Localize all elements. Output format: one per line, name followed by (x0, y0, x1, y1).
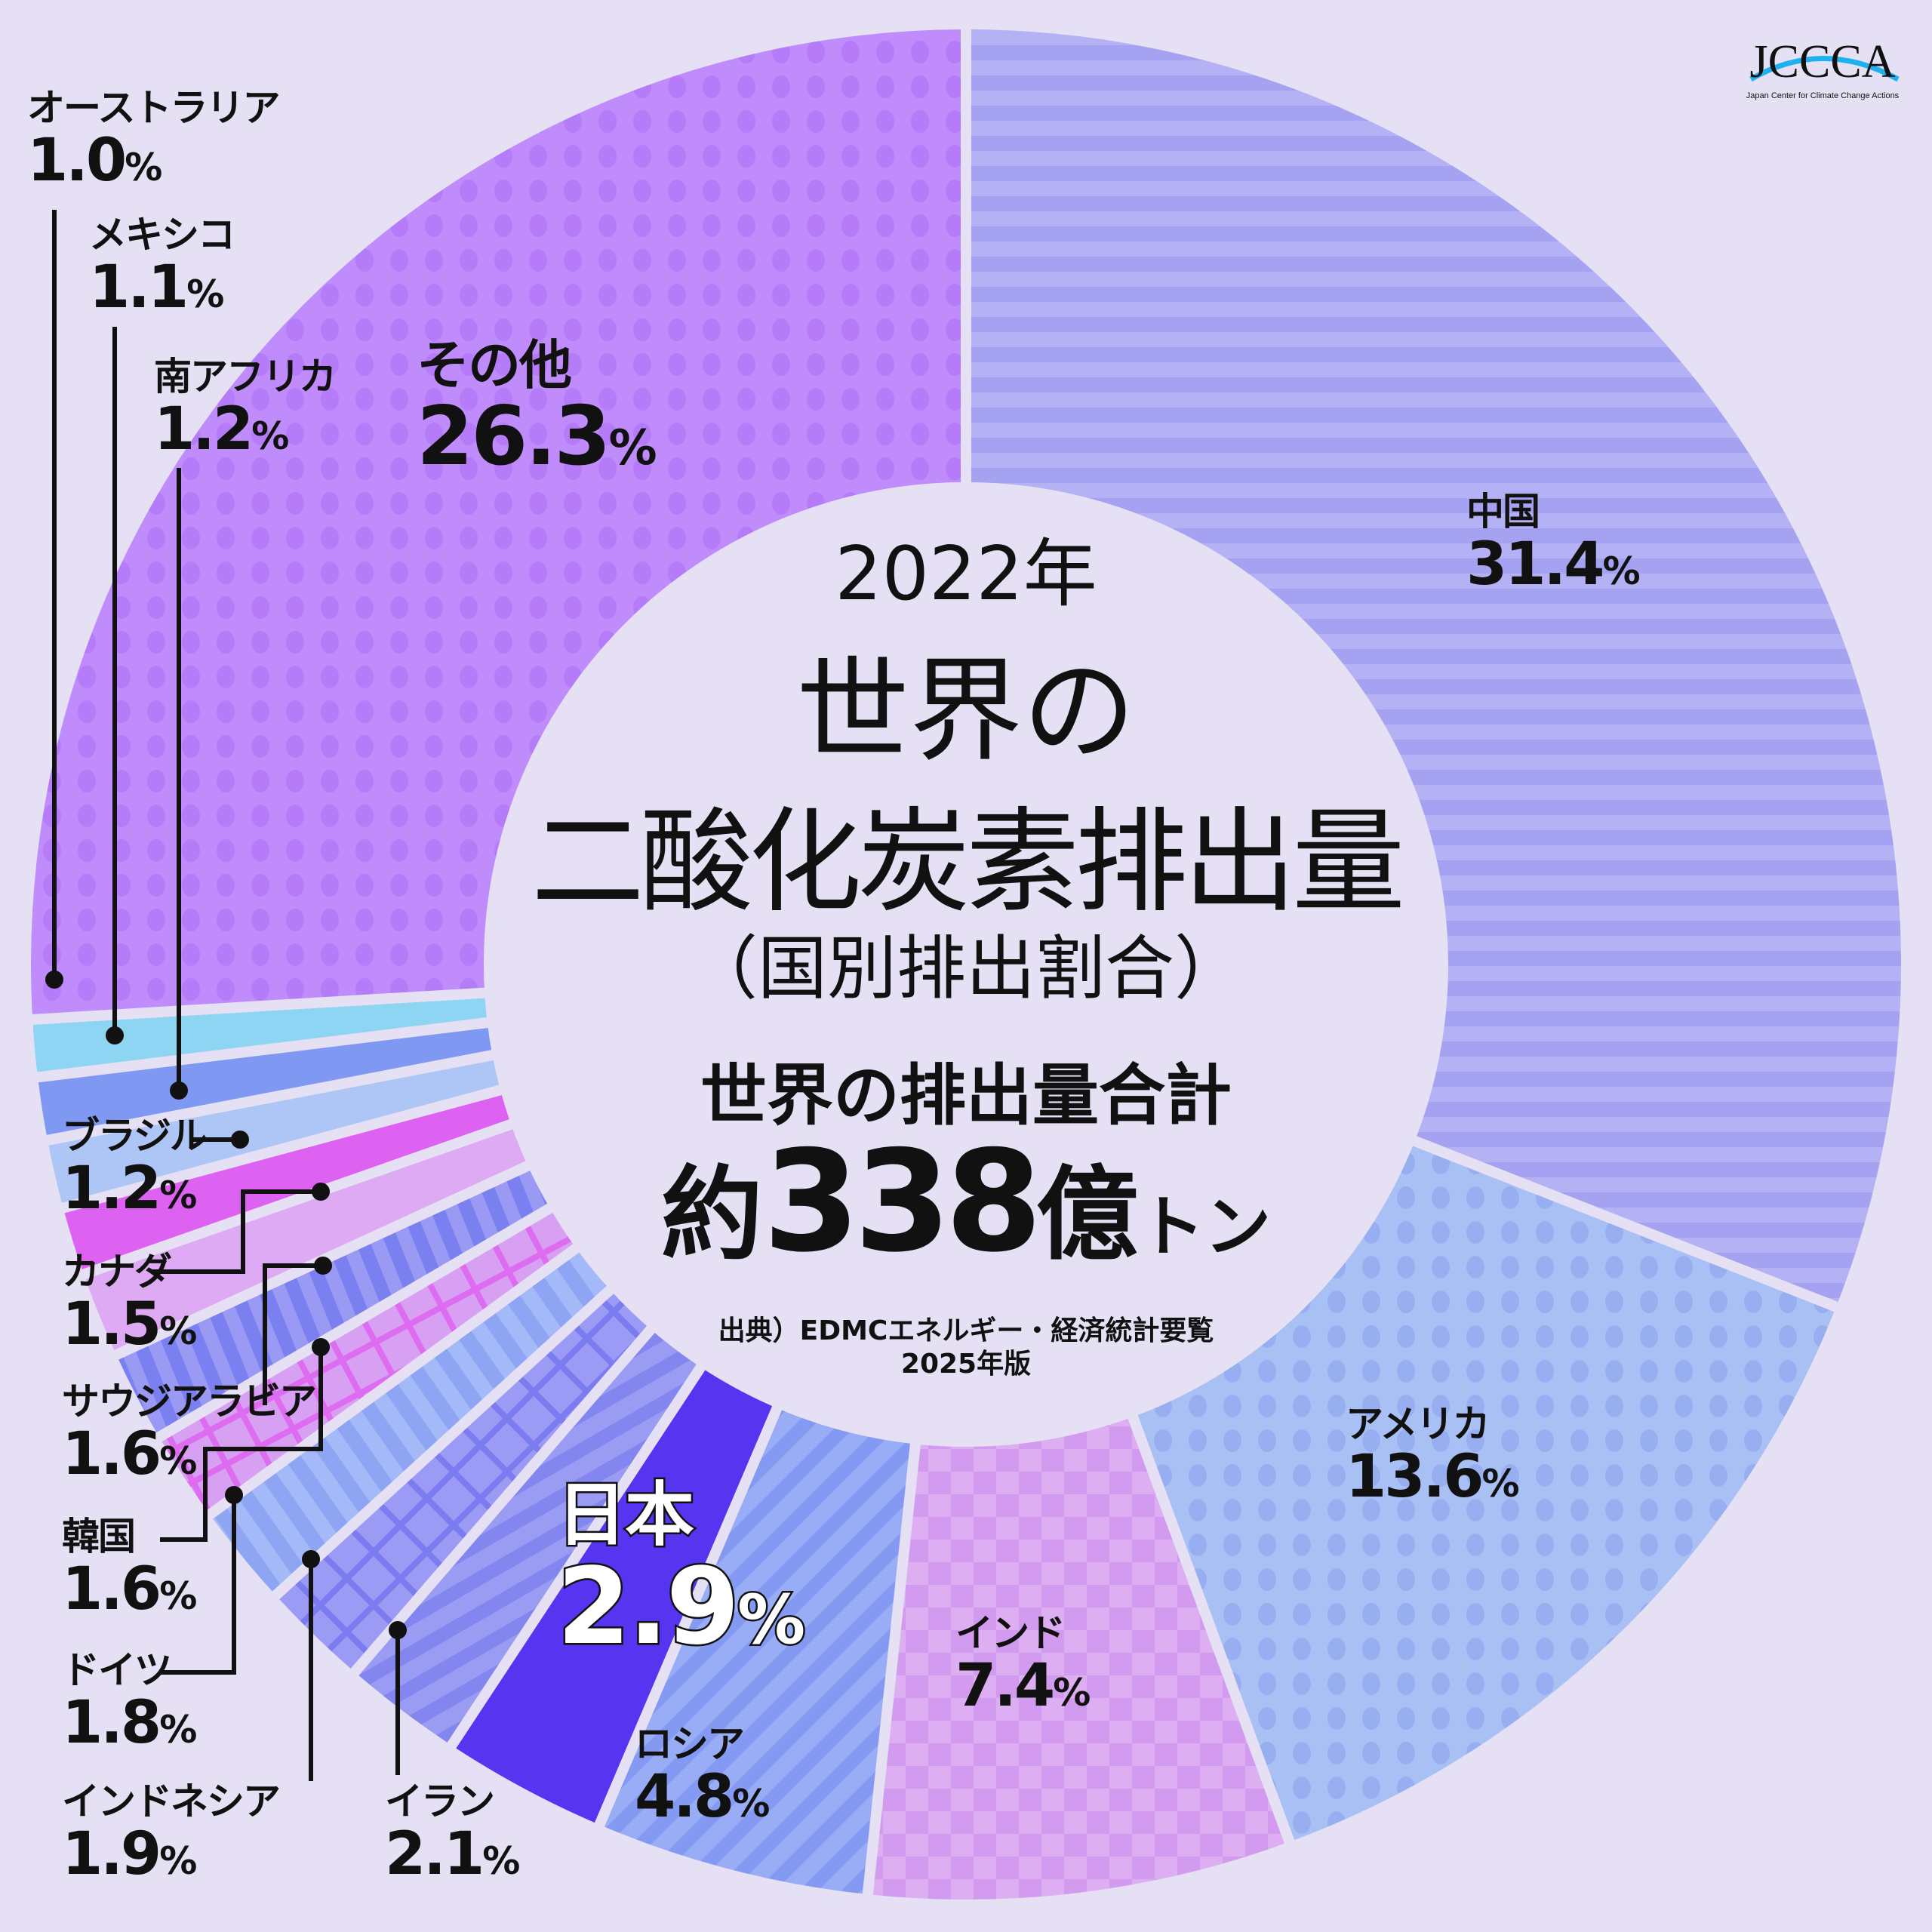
jccca-logo: JCCCA Japan Center for Climate Change Ac… (1736, 23, 1909, 106)
label-indonesia: インドネシア 1.9% (62, 1780, 281, 1888)
label-mexico: メキシコ 1.1% (89, 213, 235, 321)
leader-dot-brazil (231, 1131, 249, 1149)
label-name: その他 (417, 334, 572, 396)
leader-lines (45, 210, 407, 1781)
label-australia: オーストラリア 1.0% (27, 86, 280, 195)
chart-title-line2: 二酸化炭素排出量 (531, 797, 1405, 928)
label-value: 1.2% (154, 395, 289, 463)
leader-dot-south-africa (170, 1081, 188, 1100)
label-value: 31.4% (1466, 531, 1641, 598)
label-name: メキシコ (89, 213, 235, 257)
slice-1 (961, 19, 1912, 1315)
leader-dot-saudi-arabia (314, 1257, 332, 1275)
leader-line-korea (160, 1347, 323, 1542)
svg-text:JCCCA: JCCCA (1750, 36, 1896, 88)
label-name: ロシア (635, 1722, 745, 1766)
label-iran: イラン 2.1% (385, 1780, 520, 1888)
leader-line-germany (160, 1495, 236, 1675)
chart-subtitle: （国別排出割合） (688, 928, 1244, 1009)
label-value: 1.0% (27, 127, 162, 195)
chart-title-line1: 世界の (795, 646, 1136, 777)
leader-dot-mexico (106, 1026, 124, 1044)
label-name: オーストラリア (27, 86, 280, 130)
label-value: 1.9% (62, 1820, 197, 1888)
svg-text:Japan Center for Climate Chang: Japan Center for Climate Change Actions (1746, 91, 1900, 100)
leader-line-saudi-arabia (263, 1263, 323, 1405)
total-unit-kana: トン (1138, 1188, 1272, 1266)
label-japan: 日本 2.9% (555, 1475, 807, 1669)
source-line1: 出典）EDMCエネルギー・経済統計要覧 (718, 1315, 1214, 1346)
label-name: カナダ (62, 1250, 172, 1294)
label-value: 1.6% (62, 1420, 197, 1488)
label-value: 1.1% (89, 254, 224, 321)
slice-2 (1125, 1134, 1847, 1853)
total-value: 約338億トン (513, 1132, 1419, 1272)
source-line2: 2025年版 (900, 1349, 1032, 1380)
label-india: インド 7.4% (955, 1611, 1091, 1720)
label-value: 4.8% (635, 1763, 770, 1831)
label-name: インドネシア (62, 1780, 281, 1823)
label-name: サウジアラビア (62, 1380, 317, 1423)
label-name: アメリカ (1346, 1402, 1490, 1446)
label-brazil: ブラジル 1.2% (62, 1114, 208, 1223)
leader-dot-indonesia (302, 1550, 320, 1568)
label-value: 2.9% (555, 1546, 807, 1669)
label-name: ブラジル (62, 1114, 208, 1158)
chart-year: 2022年 (835, 531, 1097, 617)
slice-3 (861, 1406, 1297, 1910)
label-value: 1.5% (62, 1291, 197, 1358)
leader-dot-germany (225, 1486, 243, 1504)
label-usa: アメリカ 13.6% (1346, 1402, 1520, 1511)
label-value: 13.6% (1346, 1443, 1520, 1511)
label-value: 7.4% (955, 1652, 1091, 1720)
label-korea: 韓国 1.6% (62, 1515, 197, 1623)
label-value: 2.1% (385, 1820, 520, 1888)
label-russia: ロシア 4.8% (635, 1722, 770, 1831)
total-unit-kanji: 億 (1036, 1155, 1139, 1274)
leader-dot-iran (389, 1621, 407, 1639)
label-name: ドイツ (62, 1648, 172, 1692)
logo-arc-icon: JCCCA Japan Center for Climate Change Ac… (1746, 36, 1900, 100)
label-value: 1.6% (62, 1555, 197, 1623)
label-name: インド (955, 1611, 1066, 1655)
label-canada: カナダ 1.5% (62, 1250, 197, 1358)
total-prefix: 約 (660, 1155, 763, 1274)
label-value: 1.8% (62, 1689, 197, 1757)
leader-dot-canada (312, 1183, 330, 1201)
label-saudi-arabia: サウジアラビア 1.6% (62, 1380, 317, 1488)
label-name: イラン (385, 1780, 495, 1823)
total-label: 世界の排出量合計 (700, 1057, 1232, 1134)
label-others: その他 26.3% (417, 334, 657, 484)
label-name: 中国 (1466, 490, 1540, 534)
leader-dot-korea (312, 1338, 330, 1356)
slice-16 (20, 19, 971, 1026)
label-germany: ドイツ 1.8% (62, 1648, 197, 1757)
leader-dot-australia (45, 971, 63, 989)
label-name: 韓国 (62, 1515, 136, 1558)
label-south-africa: 南アフリカ 1.2% (154, 355, 337, 463)
label-name: 南アフリカ (154, 355, 337, 398)
total-number: 338 (762, 1120, 1042, 1283)
leader-line-canada (151, 1189, 321, 1274)
label-name: 日本 (555, 1475, 696, 1555)
label-china: 中国 31.4% (1466, 490, 1641, 598)
label-value: 1.2% (62, 1155, 197, 1223)
label-value: 26.3% (417, 389, 657, 484)
